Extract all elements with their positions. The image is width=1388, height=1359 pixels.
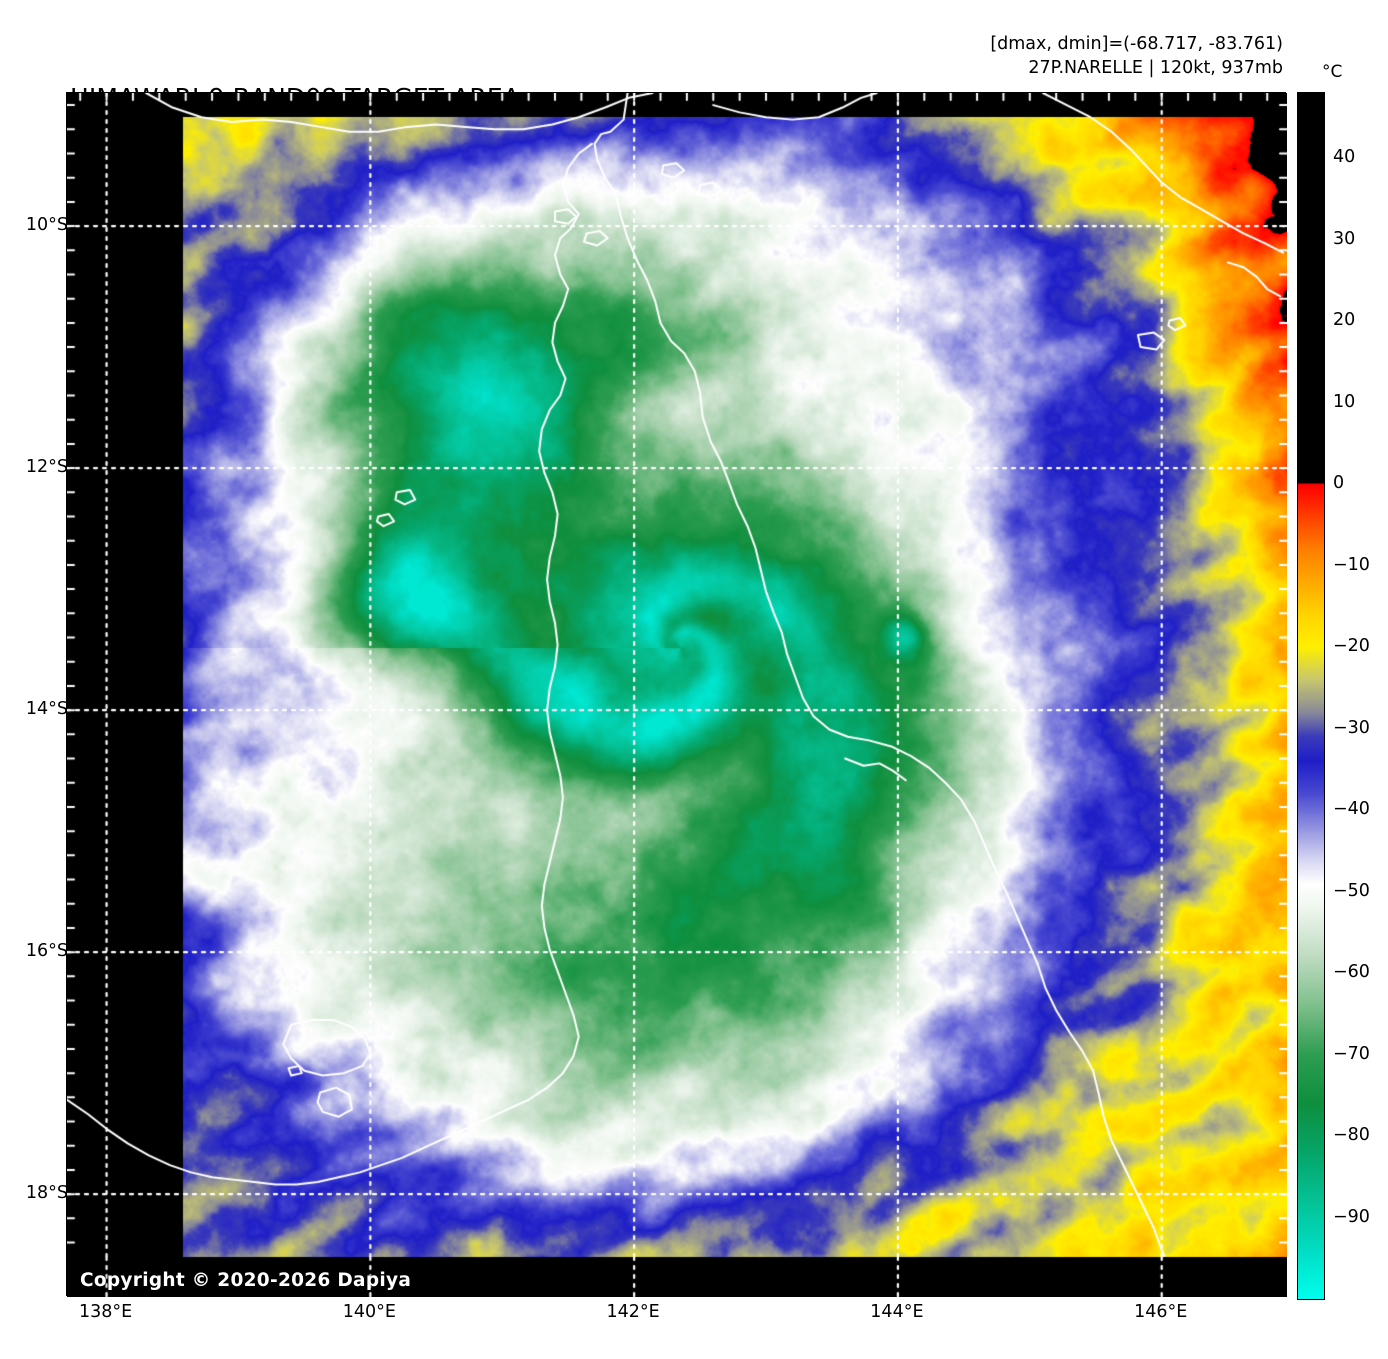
longitude-tick-label: 142°E: [606, 1302, 660, 1322]
colorbar-tick-label: −80: [1333, 1125, 1370, 1146]
colorbar-gradient: [1298, 93, 1324, 1299]
satellite-imagery-canvas: [67, 93, 1287, 1297]
latitude-tick-label: 10°S: [25, 215, 68, 236]
colorbar-tick-label: −40: [1333, 799, 1370, 820]
latitude-tick-label: 12°S: [25, 457, 68, 478]
longitude-tick-label: 146°E: [1134, 1302, 1188, 1322]
colorbar-tick-label: −90: [1333, 1206, 1370, 1227]
colorbar-tick-label: −70: [1333, 1043, 1370, 1064]
longitude-tick-label: 144°E: [870, 1302, 924, 1322]
colorbar-tick-label: 0: [1333, 473, 1345, 494]
colorbar: [1297, 92, 1325, 1300]
colorbar-tick-label: −60: [1333, 962, 1370, 983]
satellite-plot-area: [66, 92, 1287, 1297]
latitude-tick-label: 14°S: [25, 699, 68, 720]
latitude-tick-label: 18°S: [25, 1183, 68, 1204]
storm-info-text: 27P.NARELLE | 120kt, 937mb: [1028, 58, 1283, 78]
colorbar-tick-label: −10: [1333, 554, 1370, 575]
colorbar-tick-label: −50: [1333, 880, 1370, 901]
colorbar-tick-label: 30: [1333, 228, 1356, 249]
colorbar-tick-label: 10: [1333, 391, 1356, 412]
copyright-text: Copyright © 2020-2026 Dapiya: [80, 1270, 412, 1291]
longitude-tick-label: 138°E: [78, 1302, 133, 1322]
colorbar-tick-label: 20: [1333, 310, 1356, 331]
colorbar-tick-label: 40: [1333, 147, 1356, 168]
dmax-dmin-text: [dmax, dmin]=(-68.717, -83.761): [990, 34, 1283, 54]
metadata-block: [dmax, dmin]=(-68.717, -83.761) 27P.NARE…: [990, 32, 1283, 80]
colorbar-tick-label: −30: [1333, 717, 1370, 738]
longitude-tick-label: 140°E: [342, 1302, 396, 1322]
latitude-tick-label: 16°S: [25, 941, 68, 962]
colorbar-unit-label: °C: [1322, 62, 1343, 82]
colorbar-tick-label: −20: [1333, 636, 1370, 657]
